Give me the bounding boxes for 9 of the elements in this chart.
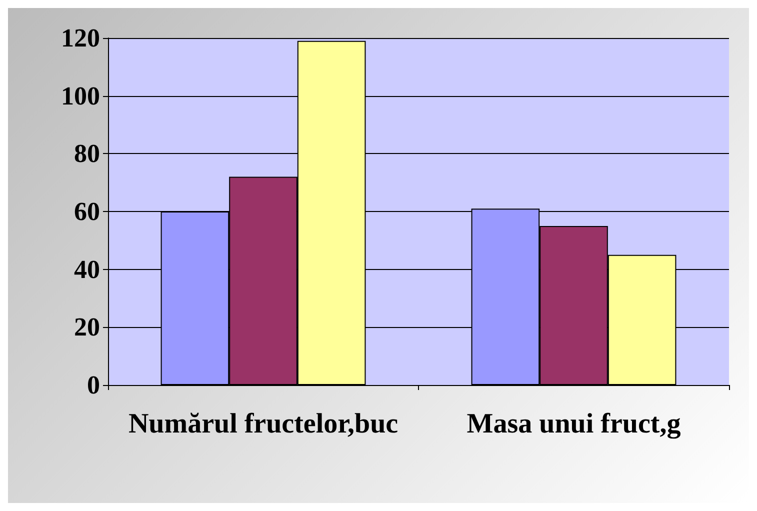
y-tick-label: 40 bbox=[74, 254, 100, 284]
y-tick-label: 120 bbox=[61, 24, 100, 52]
y-tick-label: 100 bbox=[61, 81, 100, 110]
y-tick-label: 0 bbox=[87, 370, 100, 400]
y-tick-label: 60 bbox=[74, 197, 100, 226]
y-tick-label: 20 bbox=[74, 312, 100, 342]
x-tick-label: Masa unui fruct,g bbox=[466, 408, 681, 440]
x-tick-label: Numărul fructelor,buc bbox=[128, 408, 398, 440]
y-tick-label: 80 bbox=[74, 139, 100, 168]
